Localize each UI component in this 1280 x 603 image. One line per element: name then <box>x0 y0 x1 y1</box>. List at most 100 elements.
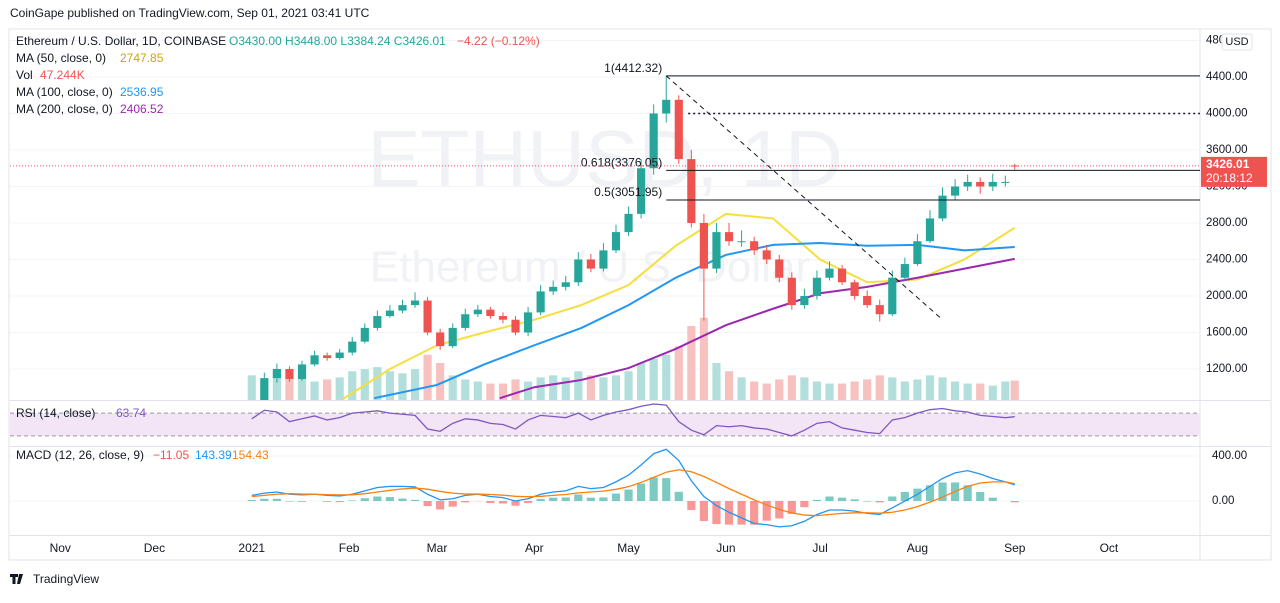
macd-histogram-bar <box>449 501 457 507</box>
macd-histogram-bar <box>650 477 658 501</box>
volume-bar <box>461 379 469 400</box>
volume-bar <box>700 318 708 400</box>
volume-bar <box>599 377 607 400</box>
candle-body <box>599 250 607 268</box>
macd-histogram-bar <box>549 498 557 501</box>
candle-body <box>838 269 846 283</box>
macd-histogram-bar <box>511 501 519 506</box>
volume-bar <box>863 379 871 400</box>
publisher: CoinGape published on TradingView.com, S… <box>10 6 370 20</box>
macd-histogram-bar <box>537 499 545 501</box>
macd-histogram-bar <box>373 497 381 502</box>
y-tick-label: 4000.00 <box>1206 108 1248 120</box>
candle-body <box>574 259 582 282</box>
footer-text: TradingView <box>33 572 99 586</box>
macd-histogram-bar <box>838 498 846 501</box>
y-tick-label: 2400.00 <box>1206 254 1248 266</box>
ohlc: O3430.00 H3448.00 L3384.24 C3426.01 <box>229 34 446 48</box>
candle-body <box>926 218 934 241</box>
candle-body <box>825 269 833 278</box>
x-tick-label: Sep <box>1004 541 1026 555</box>
candle-body <box>398 305 406 310</box>
volume-bar <box>574 371 582 400</box>
candle-body <box>913 241 921 264</box>
y-tick-label: 2800.00 <box>1206 217 1248 229</box>
volume-bar <box>398 373 406 400</box>
macd-histogram-bar <box>1011 501 1019 502</box>
candle-body <box>813 278 821 296</box>
candle-body <box>1001 182 1009 183</box>
candle-body <box>725 232 733 241</box>
fib-label: 0.618(3376.05) <box>581 156 662 170</box>
macd-histogram-bar <box>825 497 833 502</box>
candle-body <box>800 296 808 305</box>
macd-histogram-bar <box>738 501 746 525</box>
macd-histogram-bar <box>876 501 884 502</box>
macd-histogram-bar <box>700 501 708 521</box>
macd-histogram-bar <box>411 500 419 501</box>
volume-bar <box>687 326 695 400</box>
candle-body <box>424 301 432 333</box>
volume-bar <box>323 379 331 400</box>
candle-body <box>348 342 356 353</box>
volume-bar <box>612 375 620 400</box>
macd-histogram-bar <box>323 501 331 502</box>
volume-bar <box>662 355 670 400</box>
macd-histogram-bar <box>888 497 896 502</box>
volume-bar <box>775 379 783 400</box>
rsi-band <box>10 413 1200 436</box>
volume-bar <box>336 377 344 400</box>
volume-bar <box>549 375 557 400</box>
candle-body <box>449 328 457 346</box>
volume-bar <box>373 367 381 400</box>
macd-histogram-bar <box>624 490 632 501</box>
ma-name: MA (100, close, 0) <box>16 85 113 99</box>
macd-hist-value: −11.05 <box>153 448 189 462</box>
macd-histogram-bar <box>612 494 620 501</box>
x-tick-label: Jul <box>812 541 827 555</box>
macd-histogram-bar <box>851 499 859 501</box>
volume-bar <box>800 377 808 400</box>
vol-name: Vol <box>16 68 33 82</box>
candle-body <box>436 332 444 346</box>
candle-body <box>461 314 469 328</box>
volume-bar <box>411 369 419 400</box>
volume-bar <box>901 382 909 401</box>
candle-body <box>562 282 570 287</box>
macd-name: MACD (12, 26, close, 9) <box>16 448 144 462</box>
volume-bar <box>562 377 570 400</box>
rsi-value: 63.74 <box>116 406 146 420</box>
volume-bar <box>838 384 846 400</box>
candle-body <box>964 182 972 187</box>
y-tick-label: 4400.00 <box>1206 71 1248 83</box>
currency: USD <box>1225 36 1248 48</box>
x-tick-label: Dec <box>144 541 165 555</box>
volume-bar <box>650 359 658 400</box>
volume-bar <box>486 384 494 400</box>
volume-bar <box>951 382 959 401</box>
volume-bar <box>474 382 482 401</box>
volume-bar <box>738 377 746 400</box>
volume-bar <box>1011 381 1019 400</box>
candle-body <box>700 223 708 269</box>
candle-body <box>499 316 507 320</box>
volume-bar <box>675 347 683 400</box>
y-tick-label: 1200.00 <box>1206 363 1248 375</box>
volume-bar <box>750 382 758 401</box>
vol-value: 47.244K <box>40 68 85 82</box>
volume-bar <box>989 386 997 400</box>
candle-body <box>750 241 758 250</box>
candle-body <box>1011 165 1019 166</box>
macd-histogram-bar <box>675 492 683 501</box>
x-tick-label: Mar <box>427 541 448 555</box>
macd-histogram-bar <box>637 484 645 501</box>
macd-histogram-bar <box>662 478 670 501</box>
volume-bar <box>788 375 796 400</box>
x-tick-label: Aug <box>907 541 928 555</box>
volume-bar <box>637 363 645 400</box>
candle-body <box>386 311 394 316</box>
countdown: 20:18:12 <box>1206 171 1253 185</box>
volume-bar <box>537 377 545 400</box>
candle-body <box>675 100 683 159</box>
candle-body <box>486 310 494 316</box>
